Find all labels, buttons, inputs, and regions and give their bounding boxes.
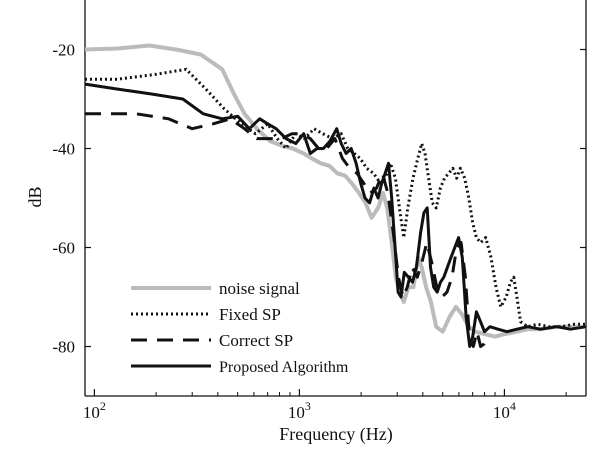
x-tick-label: 103	[288, 399, 311, 422]
plot-area: 102 103 104 -20 -40 -60 -80	[52, 0, 587, 422]
series-line-noise-signal	[84, 43, 586, 339]
legend-label-fixed-sp: Fixed SP	[219, 305, 281, 324]
y-tick-label: -60	[52, 239, 75, 258]
y-ticks: -20 -40 -60 -80	[52, 41, 586, 357]
legend-label-noise-signal: noise signal	[219, 279, 300, 298]
y-tick-label: -80	[52, 338, 75, 357]
y-tick-label: -40	[52, 140, 75, 159]
legend: noise signal Fixed SP Correct SP Proposed A…	[131, 279, 349, 376]
series-line-fixed-sp	[85, 67, 586, 329]
y-tick-label: -20	[52, 41, 75, 60]
series-line-proposed-algorithm	[84, 82, 587, 348]
y-axis-label: dB	[25, 186, 45, 207]
x-tick-label: 102	[83, 399, 106, 422]
x-ticks: 102 103 104	[83, 389, 516, 422]
series-group	[84, 43, 587, 348]
legend-label-proposed-algorithm: Proposed Algorithm	[219, 359, 349, 376]
x-minor-ticks	[84, 392, 567, 396]
x-tick-label: 104	[493, 399, 516, 422]
legend-label-correct-sp: Correct SP	[219, 331, 293, 350]
x-axis-label: Frequency (Hz)	[279, 424, 392, 445]
